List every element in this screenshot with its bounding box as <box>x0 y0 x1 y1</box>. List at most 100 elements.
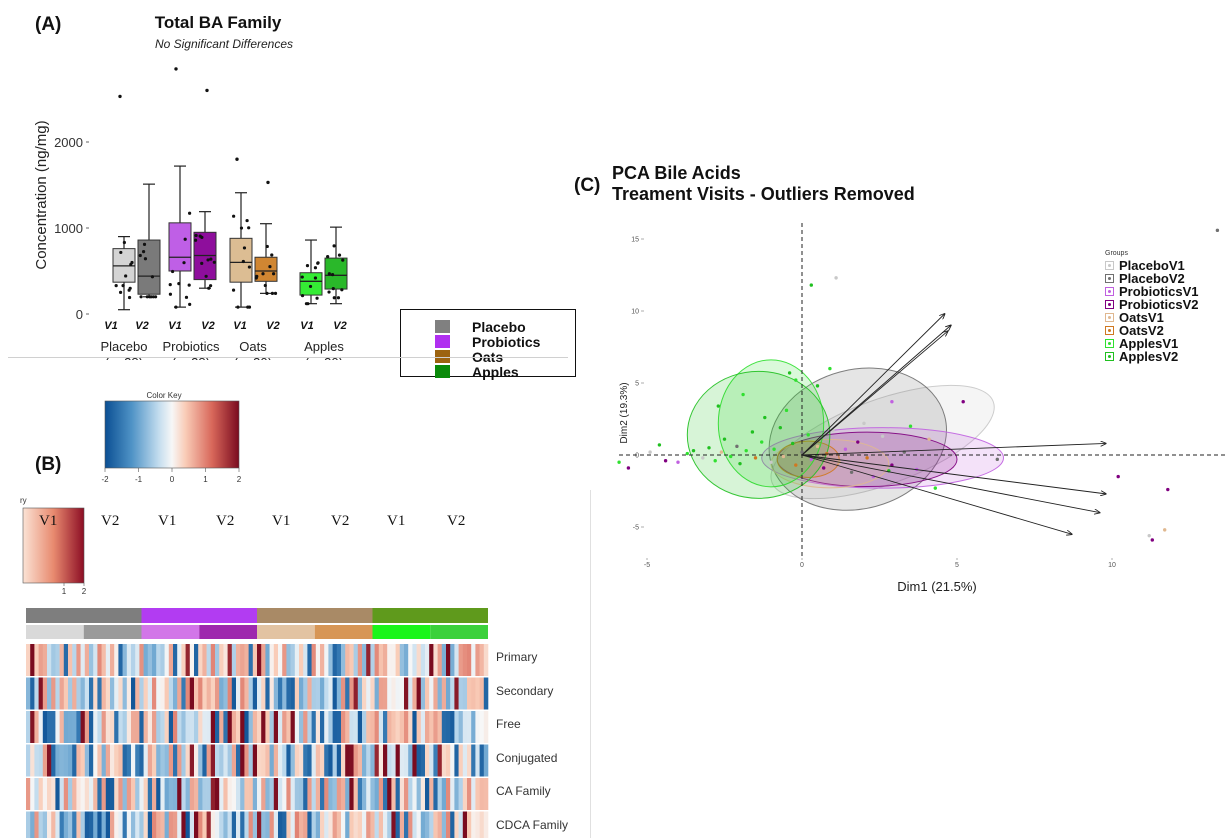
heatmap-cell <box>286 778 291 810</box>
group-legend-swatch <box>435 350 450 363</box>
panel-divider <box>8 357 568 358</box>
heatmap-cell <box>156 711 161 743</box>
heatmap-cell <box>126 811 132 838</box>
heatmap-cell <box>131 811 136 838</box>
pca-point <box>778 425 782 430</box>
heatmap-cell <box>399 644 405 676</box>
heatmap-cell <box>244 711 249 743</box>
heatmap-cell <box>173 744 178 777</box>
heatmap-cell <box>475 677 480 710</box>
heatmap-cell <box>118 744 123 777</box>
heatmap-cell <box>59 778 65 810</box>
heatmap-cell <box>399 677 405 710</box>
heatmap-cell <box>206 744 212 777</box>
box-outlier-point <box>118 94 122 99</box>
pca-point <box>716 404 720 408</box>
pca-legend-item: PlaceboV2 <box>1105 272 1198 285</box>
heatmap-cell <box>93 677 98 710</box>
heatmap-cell <box>320 811 325 838</box>
heatmap-cell <box>273 811 279 838</box>
heatmap-cell <box>110 677 115 710</box>
heatmap-cell <box>38 778 44 810</box>
heatmap-cell <box>80 778 86 810</box>
pca-legend-swatch <box>1105 261 1114 270</box>
heatmap-cell <box>341 744 346 777</box>
box-jitter-point <box>168 292 173 296</box>
box-oats-v2 <box>254 180 278 295</box>
box-jitter-point <box>118 290 123 294</box>
heatmap-cell <box>454 711 459 743</box>
heatmap-cell <box>168 744 174 777</box>
heatmap-cell <box>324 711 329 743</box>
heatmap-cell <box>370 711 375 743</box>
heatmap-cell <box>51 644 56 676</box>
heatmap-cell <box>143 811 149 838</box>
heatmap-cell <box>328 744 333 777</box>
heatmap-cell <box>269 711 275 743</box>
heatmap-cell <box>223 677 228 710</box>
heatmap-cell <box>462 744 468 777</box>
heatmap-cell <box>441 778 447 810</box>
box-placebo-v1 <box>112 94 136 311</box>
heatmap-cell <box>450 811 455 838</box>
box-jitter-point <box>138 253 142 258</box>
heatmap-cell <box>68 811 73 838</box>
heatmap-cell <box>408 677 413 710</box>
pca-point <box>701 456 705 460</box>
pca-legend-dot <box>1108 277 1111 280</box>
heatmap-cell <box>437 711 443 743</box>
heatmap-cell <box>164 711 170 743</box>
heatmap-cell <box>236 811 241 838</box>
box-jitter-point <box>261 272 265 276</box>
group-legend-item: Oats <box>435 349 503 365</box>
heatmap-cell <box>404 778 409 810</box>
heatmap-cell <box>80 677 86 710</box>
group-legend-item: Probiotics <box>435 333 541 350</box>
heatmap-cell <box>248 677 254 710</box>
heatmap-cell <box>441 677 447 710</box>
heatmap-visit-bar <box>372 625 431 639</box>
heatmap-cell <box>231 778 237 810</box>
heatmap-cell <box>261 778 266 810</box>
heatmap-cell <box>97 644 102 676</box>
heatmap-cell <box>76 744 81 777</box>
heatmap-cell <box>51 811 56 838</box>
heatmap-cell <box>374 677 380 710</box>
heatmap-cell <box>437 778 443 810</box>
pca-point <box>822 466 826 470</box>
heatmap-cell <box>72 711 77 743</box>
heatmap-cell <box>177 778 182 810</box>
heatmap-cell <box>420 711 426 743</box>
heatmap-cell <box>189 744 195 777</box>
box-jitter-point <box>332 244 336 248</box>
heatmap-cell <box>303 778 308 810</box>
box-jitter-point <box>184 295 189 299</box>
box-jitter-point <box>242 246 247 250</box>
heatmap-cell <box>160 644 165 676</box>
heatmap-cell <box>446 778 451 810</box>
heatmap-cell <box>429 778 434 810</box>
heatmap-cell <box>433 711 438 743</box>
heatmap-cell <box>320 677 325 710</box>
group-legend-swatch <box>435 335 450 348</box>
group-legend-label: Probiotics <box>472 333 541 350</box>
heatmap-cell <box>63 744 69 777</box>
box-jitter-point <box>209 284 213 288</box>
heatmap-cell <box>202 811 207 838</box>
heatmap-cell <box>135 711 140 743</box>
heatmap-cell <box>139 677 144 710</box>
heatmap-cell <box>332 811 338 838</box>
pca-legend-swatch <box>1105 274 1114 283</box>
pca-x-tick-label: -5 <box>644 562 650 569</box>
pca-point <box>760 440 764 444</box>
heatmap-cell <box>110 811 115 838</box>
pca-point <box>657 443 662 447</box>
heatmap-cell <box>425 778 430 810</box>
heatmap-cell <box>72 778 77 810</box>
heatmap-row-label: Primary <box>496 650 538 664</box>
heatmap-cell <box>236 744 241 777</box>
heatmap-cell <box>240 677 245 710</box>
heatmap-cell <box>341 677 346 710</box>
heatmap-cell <box>269 744 275 777</box>
box-placebo-v2 <box>137 183 161 299</box>
